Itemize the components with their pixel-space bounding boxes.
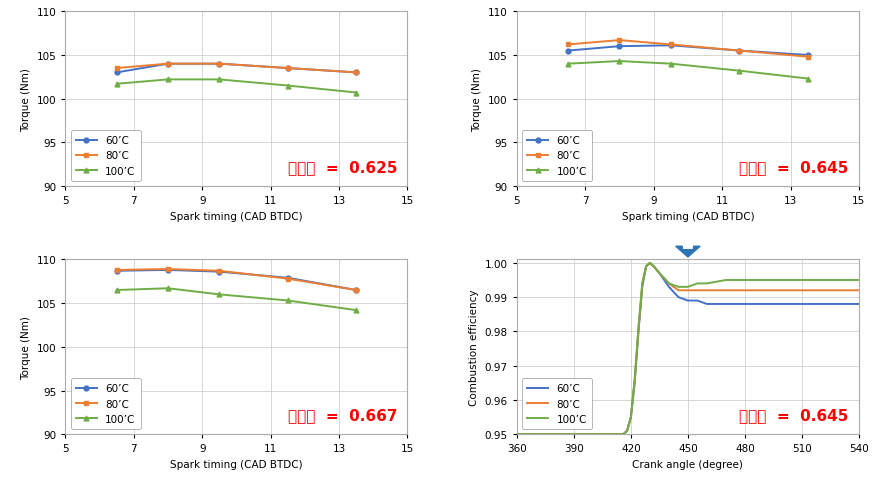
Y-axis label: Torque (Nm): Torque (Nm)	[21, 67, 31, 131]
Text: 당량비  =  0.645: 당량비 = 0.645	[739, 407, 848, 422]
Text: 당량비  =  0.645: 당량비 = 0.645	[739, 160, 848, 174]
Y-axis label: Combustion efficiency: Combustion efficiency	[469, 289, 480, 405]
X-axis label: Crank angle (degree): Crank angle (degree)	[632, 459, 743, 469]
Legend: 60’C, 80’C, 100’C: 60’C, 80’C, 100’C	[522, 378, 592, 429]
Text: 당량비  =  0.667: 당량비 = 0.667	[288, 407, 397, 422]
X-axis label: Spark timing (CAD BTDC): Spark timing (CAD BTDC)	[170, 211, 303, 221]
X-axis label: Spark timing (CAD BTDC): Spark timing (CAD BTDC)	[622, 211, 754, 221]
Y-axis label: Torque (Nm): Torque (Nm)	[473, 67, 482, 131]
Legend: 60’C, 80’C, 100’C: 60’C, 80’C, 100’C	[71, 378, 140, 429]
Y-axis label: Torque (Nm): Torque (Nm)	[21, 315, 31, 379]
Legend: 60’C, 80’C, 100’C: 60’C, 80’C, 100’C	[71, 131, 140, 182]
X-axis label: Spark timing (CAD BTDC): Spark timing (CAD BTDC)	[170, 459, 303, 469]
Legend: 60’C, 80’C, 100’C: 60’C, 80’C, 100’C	[522, 131, 592, 182]
Text: 당량비  =  0.625: 당량비 = 0.625	[288, 160, 397, 174]
